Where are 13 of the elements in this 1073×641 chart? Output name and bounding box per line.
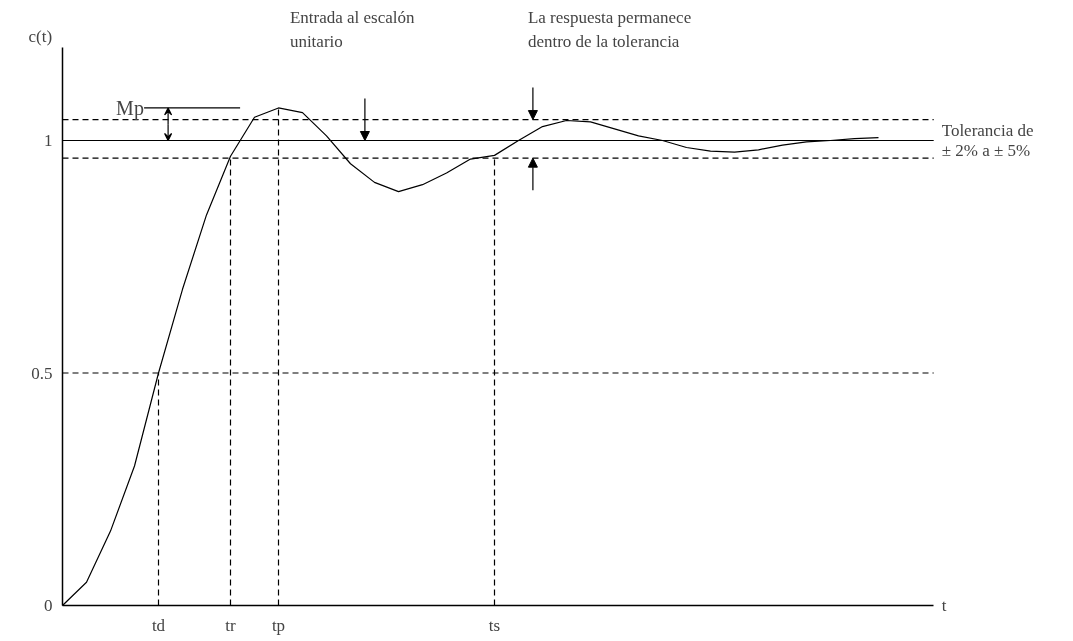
ref-line-label: Tolerancia de ± 2% a ± 5% xyxy=(941,120,1034,161)
x-axis-title: t xyxy=(941,596,947,615)
y-tick-label: 1 xyxy=(44,131,53,150)
y-tick-label: 0.5 xyxy=(31,363,53,383)
x-tick-label: ts xyxy=(488,615,501,635)
annotation: La respuesta permanece dentro de la tolerancia xyxy=(527,7,692,52)
x-tick-label: tr xyxy=(225,615,237,635)
y-axis-title: c(t) xyxy=(28,26,53,46)
x-tick-label: td xyxy=(151,615,166,635)
x-tick-label: tp xyxy=(271,615,286,635)
annotation: Mp xyxy=(116,96,144,120)
y-tick-label: 0 xyxy=(44,596,53,615)
annotation: Entrada al escalón unitario xyxy=(289,7,415,52)
